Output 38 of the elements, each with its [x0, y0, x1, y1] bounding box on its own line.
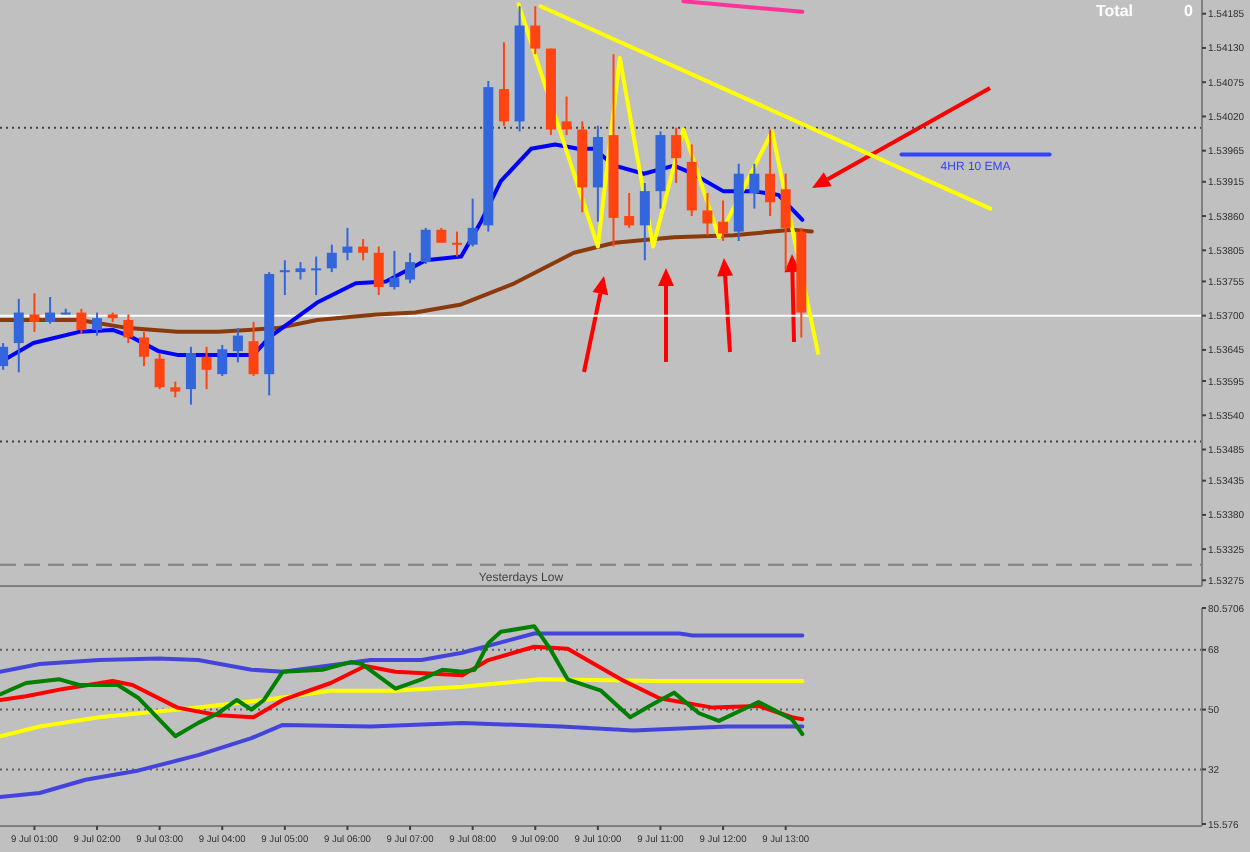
candlestick	[201, 345, 212, 391]
candlestick	[671, 126, 682, 185]
candlestick	[765, 128, 776, 218]
candlestick	[342, 226, 353, 262]
candlestick	[45, 295, 56, 325]
candlestick	[154, 352, 165, 391]
candlestick	[452, 230, 463, 258]
candlestick	[279, 259, 290, 297]
candlestick	[702, 192, 713, 237]
candlestick	[467, 197, 478, 248]
candlestick	[217, 343, 228, 378]
candlestick	[0, 342, 9, 371]
candlestick	[29, 292, 40, 333]
candlestick	[530, 5, 541, 56]
candlestick	[373, 245, 384, 297]
candlestick	[358, 238, 369, 262]
candlestick	[561, 95, 572, 137]
annotation: 0	[1184, 2, 1194, 20]
candlestick	[639, 182, 650, 262]
candlestick	[13, 297, 24, 374]
candlestick	[718, 199, 729, 242]
candlestick	[92, 311, 103, 337]
candlestick	[248, 320, 259, 378]
candlestick	[420, 226, 431, 265]
candlestick	[138, 330, 149, 368]
candlestick	[498, 41, 509, 127]
candlestick	[624, 192, 635, 229]
candlestick	[405, 251, 416, 285]
candlestick	[311, 255, 322, 297]
candlestick	[326, 243, 337, 274]
candlestick	[780, 172, 791, 272]
candlestick	[749, 162, 760, 210]
candlestick	[123, 313, 134, 345]
candlestick	[232, 327, 243, 364]
candlestick	[389, 249, 400, 291]
candlestick	[76, 307, 87, 335]
candlestick	[185, 345, 196, 406]
annotation: Total	[1096, 2, 1134, 20]
